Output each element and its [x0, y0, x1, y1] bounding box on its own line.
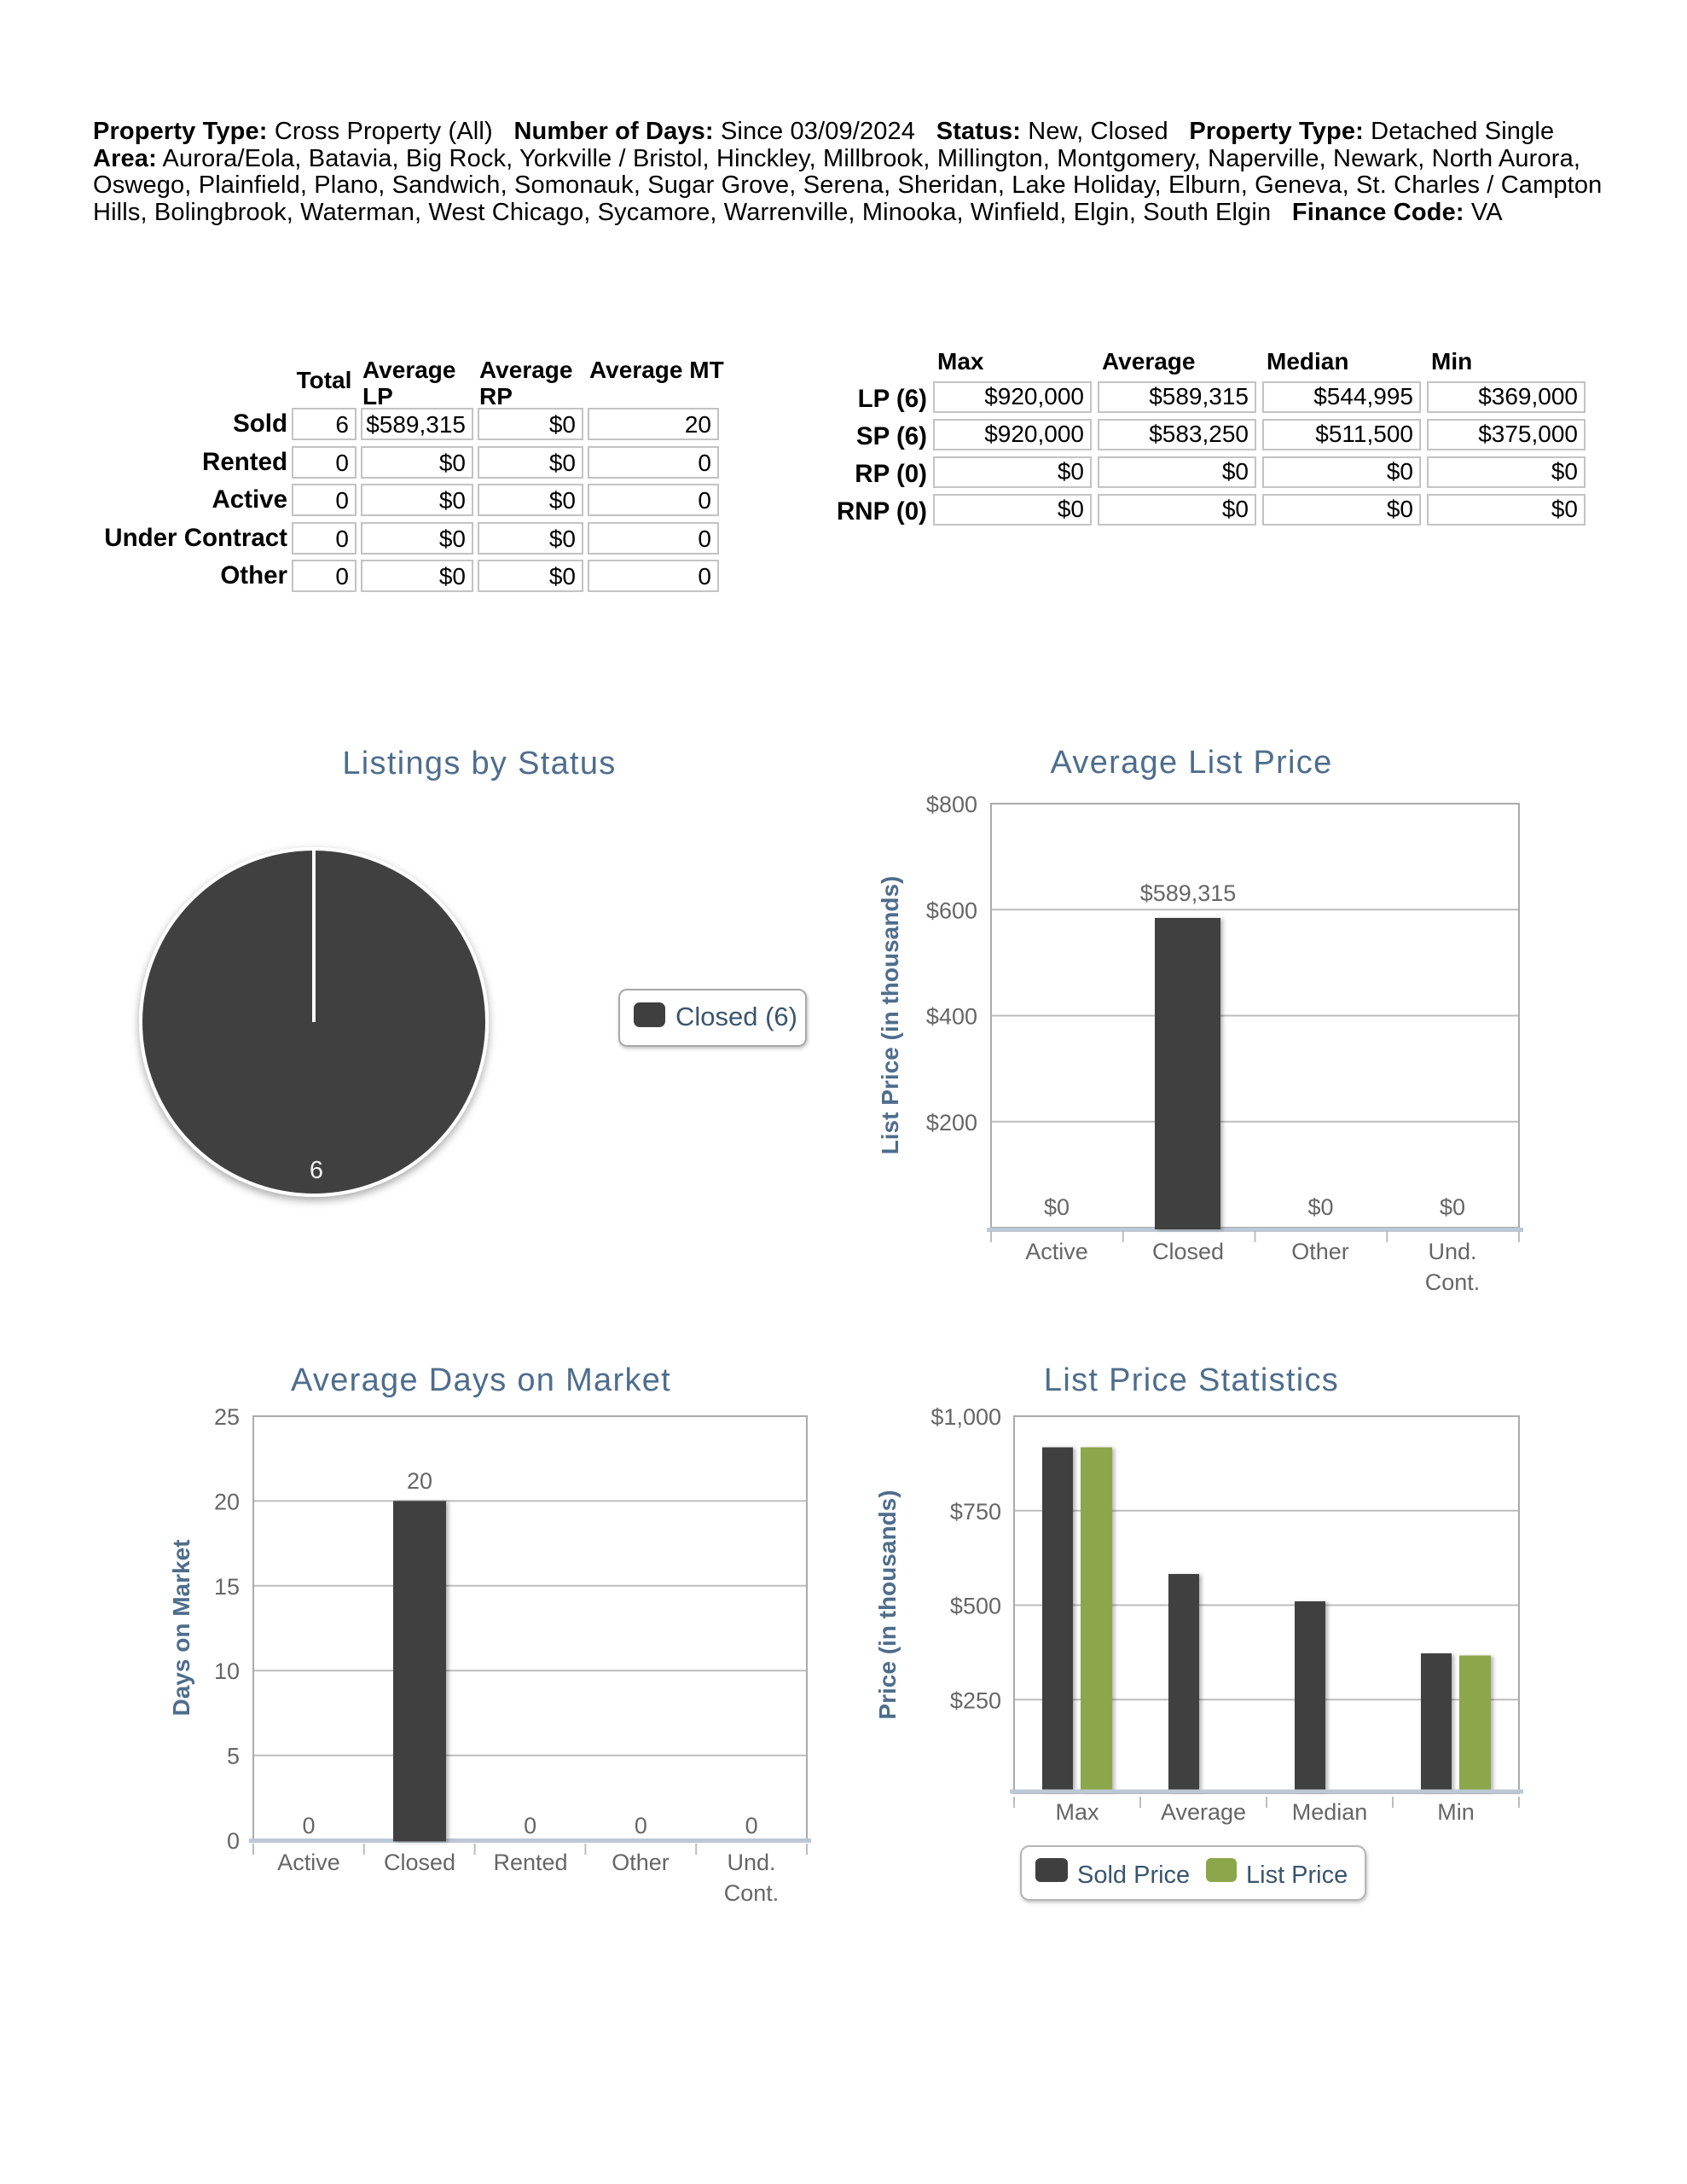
svg-text:Rented: Rented [493, 1850, 567, 1875]
svg-text:$1,000: $1,000 [930, 1404, 1001, 1430]
svg-text:Closed: Closed [1152, 1239, 1224, 1264]
svg-text:Days on Market: Days on Market [168, 1540, 194, 1716]
svg-text:Cont.: Cont. [1425, 1269, 1481, 1295]
svg-text:Price (in thousands): Price (in thousands) [874, 1490, 901, 1719]
svg-text:Average List Price: Average List Price [1050, 745, 1332, 781]
svg-text:Sold Price: Sold Price [1077, 1862, 1190, 1889]
svg-text:$600: $600 [926, 897, 977, 923]
svg-text:Min: Min [1437, 1799, 1475, 1825]
svg-text:Closed (6): Closed (6) [675, 1002, 797, 1031]
svg-text:$0: $0 [1044, 1194, 1070, 1220]
svg-text:Active: Active [1025, 1239, 1088, 1264]
svg-text:20: 20 [407, 1468, 432, 1494]
svg-text:6: 6 [310, 1157, 323, 1184]
svg-text:$750: $750 [950, 1499, 1001, 1525]
svg-text:0: 0 [635, 1813, 647, 1838]
svg-text:Other: Other [1291, 1239, 1349, 1264]
svg-text:List Price: List Price [1246, 1862, 1348, 1889]
svg-text:$250: $250 [950, 1687, 1001, 1713]
svg-text:Closed: Closed [384, 1850, 455, 1875]
svg-text:Max: Max [1055, 1799, 1099, 1825]
svg-text:$500: $500 [950, 1594, 1001, 1619]
svg-text:0: 0 [302, 1813, 315, 1838]
svg-text:Und.: Und. [1428, 1239, 1476, 1264]
svg-text:20: 20 [214, 1489, 240, 1514]
svg-text:$589,315: $589,315 [1140, 880, 1237, 906]
svg-text:Other: Other [612, 1850, 670, 1875]
svg-text:Und.: Und. [727, 1850, 775, 1875]
svg-text:0: 0 [745, 1813, 758, 1838]
svg-text:Listings by Status: Listings by Status [342, 746, 616, 781]
svg-text:Average: Average [1161, 1799, 1246, 1825]
svg-text:0: 0 [227, 1828, 240, 1854]
svg-text:25: 25 [214, 1404, 240, 1430]
svg-text:5: 5 [227, 1744, 240, 1769]
svg-text:0: 0 [524, 1813, 536, 1838]
svg-text:Average Days on Market: Average Days on Market [291, 1362, 671, 1398]
svg-text:List Price Statistics: List Price Statistics [1044, 1362, 1339, 1398]
svg-text:$0: $0 [1440, 1194, 1465, 1220]
svg-text:Active: Active [277, 1850, 340, 1875]
svg-text:List Price (in thousands): List Price (in thousands) [877, 876, 903, 1155]
svg-text:15: 15 [214, 1574, 240, 1600]
svg-text:$0: $0 [1307, 1194, 1333, 1220]
svg-text:$400: $400 [926, 1004, 977, 1030]
svg-text:10: 10 [214, 1658, 240, 1684]
svg-text:Median: Median [1292, 1799, 1368, 1825]
svg-text:$800: $800 [926, 792, 977, 817]
svg-text:Cont.: Cont. [724, 1880, 780, 1906]
svg-text:$200: $200 [926, 1110, 977, 1136]
